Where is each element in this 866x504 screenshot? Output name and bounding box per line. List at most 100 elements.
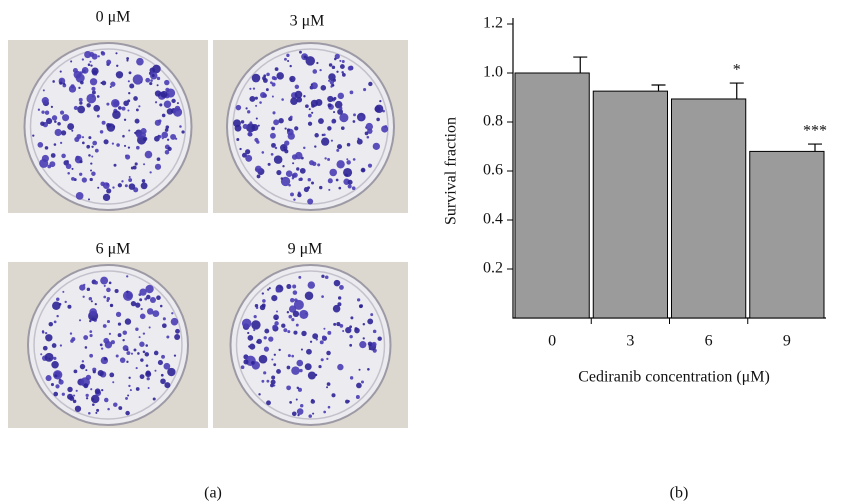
colony	[167, 146, 172, 152]
colony	[286, 311, 290, 314]
colony	[291, 176, 295, 180]
colony	[294, 90, 303, 99]
colony	[333, 279, 341, 287]
colony	[350, 316, 354, 320]
colony	[117, 333, 122, 338]
colony	[294, 84, 300, 89]
colony	[365, 122, 374, 131]
colony	[317, 163, 321, 167]
colony	[145, 364, 149, 367]
colony	[61, 392, 65, 396]
colony	[245, 107, 248, 110]
colony	[125, 154, 131, 160]
colony	[321, 295, 324, 298]
colony	[133, 348, 137, 352]
colony	[140, 307, 143, 311]
colony	[323, 410, 327, 414]
y-tick-label: 0.8	[483, 113, 503, 130]
colony	[327, 103, 332, 108]
colony	[75, 192, 84, 200]
colony	[328, 73, 336, 81]
colony	[137, 352, 140, 355]
colony	[333, 96, 337, 100]
colony	[82, 295, 85, 298]
colony	[53, 320, 57, 324]
colony	[367, 368, 370, 371]
colony	[274, 67, 279, 72]
colony	[122, 134, 125, 138]
colony	[347, 184, 352, 189]
colony	[58, 379, 64, 385]
colony	[51, 343, 57, 348]
colony	[271, 126, 275, 131]
colony	[79, 363, 86, 370]
colony	[339, 64, 345, 69]
colony	[62, 114, 70, 122]
colony	[294, 126, 299, 131]
colony	[154, 90, 162, 97]
colony	[160, 378, 166, 385]
colony	[81, 136, 85, 139]
colony	[83, 383, 89, 389]
colony	[295, 398, 298, 401]
colony	[89, 78, 98, 86]
colony	[310, 399, 316, 404]
colony	[292, 172, 298, 178]
colony	[310, 83, 313, 86]
colony	[268, 287, 271, 290]
colony	[261, 379, 265, 383]
colony	[288, 314, 293, 319]
significance-label: ***	[803, 123, 827, 140]
colony	[292, 290, 298, 295]
colony	[328, 63, 333, 67]
colony	[339, 113, 349, 123]
colony	[85, 369, 88, 372]
colony	[308, 108, 311, 111]
colony	[367, 128, 373, 134]
colony	[44, 110, 50, 115]
colony	[328, 188, 331, 191]
colony	[112, 186, 115, 189]
colony	[285, 170, 293, 178]
panel-label: (a)	[204, 485, 222, 502]
colony	[113, 163, 117, 167]
colony	[115, 311, 122, 318]
colony	[45, 375, 52, 382]
colony	[60, 79, 63, 82]
colony	[130, 352, 134, 355]
colony	[117, 106, 122, 110]
colony	[307, 177, 311, 182]
colony	[126, 290, 129, 293]
colony	[297, 387, 302, 392]
colony	[103, 284, 106, 287]
colony	[85, 397, 89, 400]
colony	[69, 395, 75, 401]
colony	[126, 275, 129, 278]
colony	[106, 59, 112, 65]
colony	[358, 368, 361, 371]
colony	[144, 150, 153, 159]
colony	[124, 318, 132, 325]
colony	[292, 310, 300, 318]
colony	[69, 332, 73, 335]
colony	[163, 100, 172, 109]
colony	[286, 365, 291, 370]
colony	[256, 174, 261, 179]
colony	[351, 186, 356, 191]
image-label: 0 μM	[96, 9, 131, 26]
colony	[310, 99, 318, 107]
colony	[146, 377, 150, 381]
colony	[123, 144, 127, 148]
significance-label: *	[733, 62, 741, 79]
colony	[286, 128, 291, 132]
colony	[167, 367, 176, 377]
colony	[318, 118, 324, 125]
dish-rim	[33, 270, 183, 420]
colony	[259, 304, 266, 311]
colony	[256, 140, 260, 144]
colony	[81, 177, 87, 183]
colony	[97, 370, 104, 377]
colony	[109, 372, 115, 378]
colony	[59, 141, 63, 144]
colony	[91, 403, 95, 406]
